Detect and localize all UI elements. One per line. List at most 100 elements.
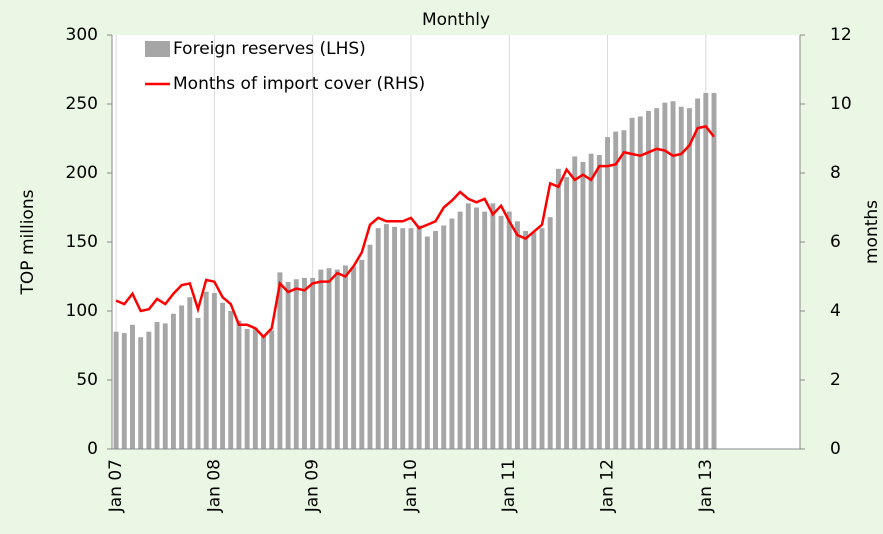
- bar: [531, 232, 537, 449]
- bar: [375, 228, 381, 449]
- bar: [498, 215, 504, 449]
- bar: [408, 228, 414, 449]
- bar: [236, 320, 242, 449]
- legend-label: Months of import cover (RHS): [173, 74, 425, 94]
- bar: [367, 244, 373, 449]
- bar: [457, 211, 463, 449]
- bar: [646, 110, 651, 450]
- bar: [310, 277, 316, 449]
- bar: [392, 226, 398, 449]
- bar: [220, 302, 226, 449]
- bar: [465, 203, 471, 449]
- bar: [433, 230, 438, 449]
- bar: [703, 92, 709, 450]
- bar: [252, 327, 258, 449]
- bar: [678, 106, 684, 449]
- bar: [662, 102, 668, 450]
- x-tick-label: Jan 12: [598, 459, 618, 513]
- bar: [244, 328, 250, 449]
- y-tick-label: 0: [87, 439, 98, 459]
- bar: [711, 92, 717, 450]
- bar: [277, 272, 283, 449]
- bar: [154, 322, 160, 449]
- y2-axis-label: months: [862, 200, 882, 264]
- bar: [564, 177, 570, 449]
- bar: [302, 277, 307, 449]
- y2-tick-label: 0: [830, 439, 841, 459]
- bar: [195, 317, 201, 449]
- bar: [179, 305, 185, 449]
- x-tick-label: Jan 13: [696, 459, 716, 513]
- y-axis-label: TOP millions: [18, 189, 38, 295]
- bar: [211, 293, 217, 449]
- line: [115, 125, 715, 339]
- bar: [580, 161, 586, 449]
- y2-tick-label: 10: [830, 94, 852, 114]
- bar: [146, 331, 152, 449]
- bar: [621, 130, 627, 449]
- bar: [449, 218, 455, 449]
- bar: [596, 155, 602, 449]
- bar: [482, 211, 488, 449]
- bar: [424, 236, 430, 449]
- bar: [695, 98, 701, 449]
- bar: [605, 137, 610, 449]
- y2-tick-label: 8: [830, 163, 841, 183]
- bar: [506, 211, 512, 449]
- y2-tick-label: 12: [830, 25, 852, 45]
- bar: [359, 259, 365, 449]
- bar: [326, 268, 332, 449]
- bar: [539, 228, 545, 449]
- x-tick-label: Jan 09: [303, 459, 323, 513]
- bar: [318, 269, 324, 449]
- x-tick-label: Jan 08: [204, 459, 224, 513]
- y-tick-label: 150: [66, 232, 98, 252]
- bar: [293, 279, 299, 449]
- bar: [130, 324, 135, 449]
- plot-area: [112, 35, 800, 449]
- y2-tick-label: 2: [830, 370, 841, 390]
- legend-swatch: [145, 41, 170, 57]
- bar: [547, 217, 553, 449]
- x-tick-label: Jan 11: [499, 459, 519, 513]
- bar: [629, 117, 635, 450]
- bar: [416, 225, 422, 449]
- bar: [269, 330, 275, 449]
- bar: [588, 153, 594, 449]
- bar: [637, 116, 643, 450]
- bar: [383, 224, 389, 449]
- bar: [342, 265, 348, 449]
- bar: [490, 203, 496, 449]
- bar: [670, 101, 676, 450]
- y-tick-label: 50: [76, 370, 98, 390]
- y-tick-label: 100: [66, 301, 98, 321]
- y-tick-label: 250: [66, 94, 98, 114]
- bar: [203, 291, 209, 449]
- x-tick-label: Jan 07: [106, 459, 126, 513]
- bar: [572, 156, 578, 449]
- bar: [261, 335, 266, 449]
- legend-label: Foreign reserves (LHS): [173, 39, 366, 59]
- bar: [441, 225, 447, 449]
- y2-tick-label: 4: [830, 301, 841, 321]
- bar: [686, 108, 692, 449]
- bar: [138, 337, 144, 449]
- bar: [555, 168, 561, 450]
- bar: [121, 333, 127, 449]
- bar: [474, 207, 479, 449]
- y-tick-label: 200: [66, 163, 98, 183]
- bar: [228, 311, 234, 449]
- y2-tick-label: 6: [830, 232, 841, 252]
- bar: [187, 297, 193, 449]
- bar: [514, 221, 520, 449]
- bar: [400, 228, 406, 449]
- y-tick-label: 300: [66, 25, 98, 45]
- chart-title: Monthly: [422, 10, 490, 30]
- bar: [523, 230, 529, 449]
- bar: [334, 269, 340, 449]
- bar: [351, 266, 357, 449]
- x-tick-label: Jan 10: [401, 459, 421, 513]
- bar: [113, 331, 119, 449]
- bar: [654, 108, 660, 449]
